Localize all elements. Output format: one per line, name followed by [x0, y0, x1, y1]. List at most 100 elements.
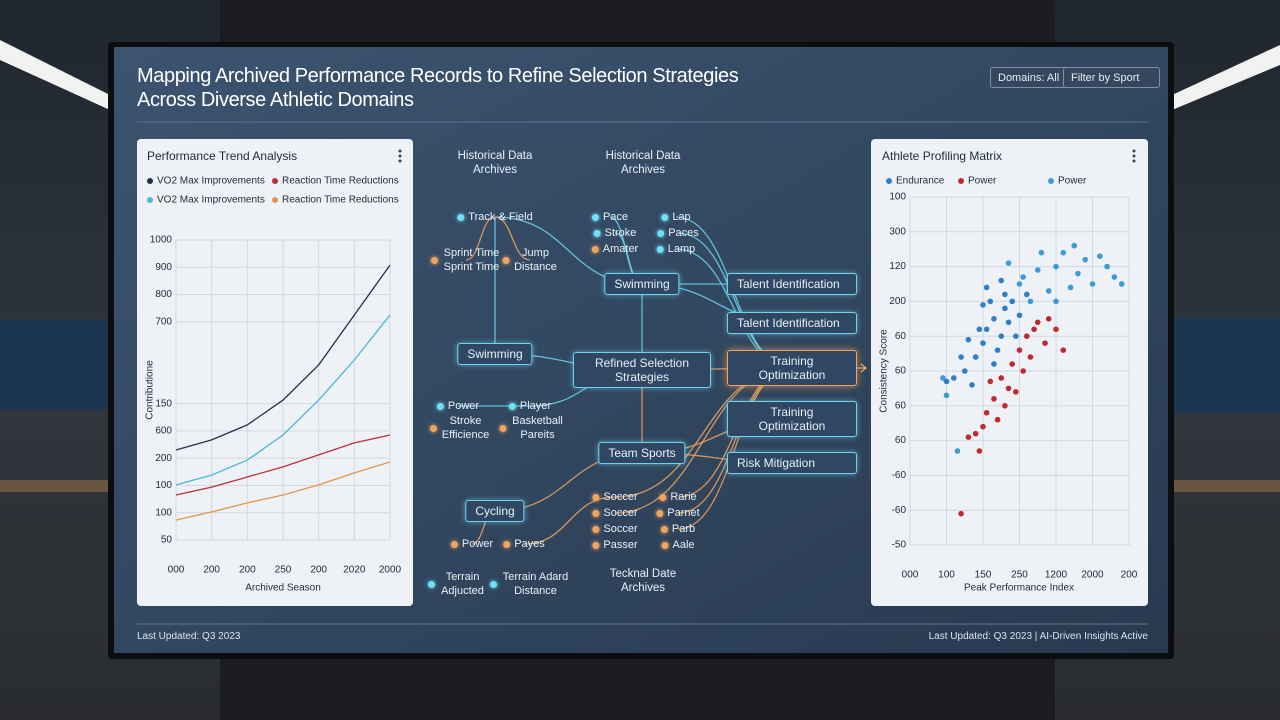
- y-tick-label: -60: [892, 505, 907, 516]
- diagram-label: Track & Field: [457, 210, 533, 224]
- node-label: Power: [461, 538, 494, 550]
- diagram-label: Terrain Adjucted: [428, 570, 486, 598]
- node-label: Team Sports: [608, 446, 676, 460]
- scatter-point: [1016, 281, 1023, 287]
- scatter-point: [1005, 260, 1012, 266]
- node-dot: [656, 509, 664, 517]
- diagram-node: Cycling: [465, 500, 525, 522]
- ceiling-light: [0, 40, 110, 110]
- filter-button[interactable]: Domains: All: [990, 67, 1068, 88]
- diagram-node: Team Sports: [598, 442, 686, 464]
- scatter-point: [1060, 347, 1067, 353]
- scatter-point: [1038, 249, 1045, 256]
- series-line: [175, 264, 391, 451]
- y-axis-label: Consistency Score: [879, 329, 890, 413]
- scatter-point: [1111, 274, 1118, 280]
- diagram-label: Soccer: [592, 490, 638, 504]
- legend-label: VO2 Max Improvements: [157, 195, 265, 206]
- y-tick-label: 100: [155, 480, 172, 491]
- background-monitor: [0, 320, 112, 410]
- scatter-point: [965, 434, 972, 440]
- ceiling-light: [1172, 45, 1280, 110]
- diagram-node: Talent Identification: [727, 273, 857, 295]
- diagram-label: Aale: [661, 538, 695, 552]
- scatter-point: [976, 326, 983, 333]
- chart-title: Performance Trend Analysis: [147, 149, 297, 163]
- diagram-label: Jump Distance: [502, 246, 558, 274]
- scatter-point: [1042, 340, 1048, 346]
- x-tick-label: 2000: [379, 565, 402, 576]
- node-dot: [430, 424, 437, 432]
- node-label: Risk Mitigation: [737, 456, 816, 470]
- node-dot: [656, 245, 664, 253]
- scatter-point: [1097, 253, 1103, 259]
- diagram-label: Historical Data Archives: [450, 149, 540, 177]
- y-tick-label: 100: [155, 507, 172, 518]
- node-label: Payes: [514, 538, 545, 550]
- diagram-label: Passer: [592, 538, 638, 552]
- filter-button[interactable]: Filter by Sport: [1063, 67, 1161, 88]
- node-label: Jump Distance: [514, 247, 557, 273]
- diagram-label: Soccer: [592, 506, 638, 520]
- y-tick-label: 900: [155, 262, 172, 273]
- scatter-point: [969, 382, 975, 388]
- diagram-node: Talent Identification: [727, 312, 857, 334]
- node-label: Lamp: [667, 243, 696, 255]
- desk: [0, 480, 112, 492]
- x-tick-label: 2020: [343, 565, 366, 576]
- node-label: Passer: [603, 539, 638, 551]
- y-tick-label: 50: [161, 535, 173, 546]
- desk: [1172, 480, 1280, 492]
- node-dot: [450, 540, 458, 548]
- scatter-point: [994, 416, 1001, 423]
- x-axis-label: Peak Performance Index: [964, 583, 1074, 594]
- node-dot: [499, 424, 507, 432]
- scatter-point: [1031, 326, 1037, 333]
- node-label: Paces: [668, 227, 699, 239]
- footer-text: Last Updated: Q3 2023: [137, 631, 241, 642]
- legend-label: Power: [1058, 176, 1087, 187]
- scatter-point: [943, 378, 950, 385]
- scatter-point: [991, 316, 997, 322]
- scatter-point: [1024, 291, 1030, 298]
- node-label: Training Optimization: [758, 354, 826, 382]
- y-tick-label: -50: [892, 540, 907, 551]
- scatter-point: [1034, 319, 1041, 326]
- scatter-point: [1034, 267, 1041, 273]
- series-line: [175, 314, 391, 486]
- node-label: Terrain Adjucted: [441, 571, 484, 597]
- scatter-point: [951, 375, 957, 381]
- node-dot: [591, 245, 599, 253]
- y-tick-label: 800: [155, 289, 172, 300]
- connector: [494, 216, 531, 261]
- scatter-point: [976, 448, 983, 454]
- scatter-point: [943, 392, 950, 399]
- scatter-point: [1089, 281, 1096, 287]
- scatter-point: [1118, 281, 1125, 287]
- node-label: Historical Data Archives: [605, 150, 681, 176]
- node-label: Swimming: [614, 277, 670, 291]
- node-dot: [431, 256, 438, 264]
- scatter-point: [994, 347, 1001, 353]
- background-monitor: [1172, 318, 1280, 413]
- scatter-point: [1082, 256, 1088, 263]
- panel: [871, 139, 1148, 606]
- scatter-point: [958, 354, 964, 360]
- node-dot: [661, 213, 669, 221]
- x-tick-label: 1200: [1045, 570, 1068, 581]
- x-tick-label: 250: [1011, 570, 1028, 581]
- scatter-point: [980, 302, 986, 308]
- diagram-label: Parb: [660, 522, 696, 536]
- node-label: Historical Data Archives: [457, 150, 533, 176]
- scatter-point: [1045, 316, 1052, 322]
- node-label: Stroke Efficience: [441, 415, 490, 441]
- diagram-label: Player: [508, 399, 551, 413]
- node-label: Pace: [602, 211, 629, 223]
- node-label: Parb: [671, 523, 696, 535]
- node-dot: [503, 540, 511, 548]
- legend-swatch: [272, 178, 278, 184]
- y-tick-label: 120: [889, 261, 906, 272]
- scatter-point: [1053, 263, 1059, 270]
